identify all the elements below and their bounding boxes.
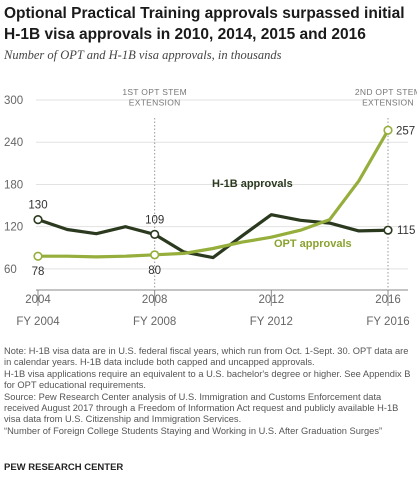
opt-value-label: 80 (148, 265, 161, 277)
annotation-label: EXTENSION (129, 98, 181, 108)
opt-point-2016 (383, 125, 393, 135)
chart-subtitle: Number of OPT and H-1B visa approvals, i… (4, 48, 282, 62)
h1b-point-2004 (33, 215, 43, 225)
note-fiscal-years: Note: H-1B visa data are in U.S. federal… (4, 346, 409, 368)
pew-research-center-logo: PEW RESEARCH CENTER (4, 462, 124, 473)
y-tick-label: 300 (4, 95, 23, 107)
opt-point-2008 (150, 250, 160, 260)
data-labels: 130 109 115 78 80 257 (28, 125, 415, 278)
x-tick-label-bottom: FY 2016 (366, 316, 409, 328)
h1b-approvals-line (36, 213, 390, 260)
gridlines (36, 99, 408, 270)
note-source: Source: Pew Research Center analysis of … (4, 391, 399, 425)
y-tick-label: 240 (4, 137, 23, 149)
series-label-h1b: H-1B approvals (212, 178, 293, 190)
y-axis-ticks: 60 120 180 240 300 (4, 95, 23, 276)
opt-point-2004 (33, 251, 43, 261)
x-tick-label-top: 2012 (259, 294, 285, 306)
x-tick-label-bottom: FY 2008 (133, 316, 176, 328)
chart-title: Optional Practical Training approvals su… (4, 5, 405, 43)
x-tick-label-top: 2004 (25, 294, 51, 306)
opt-value-label: 78 (32, 266, 45, 278)
y-tick-label: 60 (4, 264, 17, 276)
series-label-opt: OPT approvals (274, 238, 352, 250)
series-labels: H-1B approvals OPT approvals (212, 178, 352, 250)
annotation-label: EXTENSION (362, 98, 414, 108)
h1b-value-label: 109 (145, 214, 164, 226)
note-education: H-1B visa applications require an equiva… (4, 368, 411, 391)
opt-value-label: 257 (396, 125, 415, 137)
h1b-value-label: 130 (28, 200, 47, 212)
x-tick-label-top: 2016 (375, 294, 401, 306)
line-chart: 60 120 180 240 300 2004 FY 2004 2008 FY 2008 201… (4, 87, 417, 328)
annotation-label: 1ST OPT STEM (122, 87, 187, 97)
h1b-point-2008 (150, 229, 160, 240)
y-tick-label: 180 (4, 179, 23, 191)
h1b-point-2016 (383, 225, 393, 235)
x-tick-label-top: 2008 (142, 294, 168, 306)
y-tick-label: 120 (4, 222, 23, 234)
x-tick-label-bottom: FY 2004 (16, 316, 60, 328)
h1b-value-label: 115 (397, 225, 415, 237)
x-axis: 2004 FY 2004 2008 FY 2008 2012 FY 2012 2016 FY … (16, 289, 410, 328)
series-lines (36, 128, 390, 260)
note-report-title: “Number of Foreign College Students Stay… (4, 425, 383, 436)
data-points (33, 125, 393, 261)
x-tick-label-bottom: FY 2012 (250, 316, 293, 328)
chart-notes: Note: H-1B visa data are in U.S. federal… (4, 346, 416, 437)
opt-approvals-line (36, 128, 390, 259)
annotation-label: 2ND OPT STEM (355, 87, 417, 97)
